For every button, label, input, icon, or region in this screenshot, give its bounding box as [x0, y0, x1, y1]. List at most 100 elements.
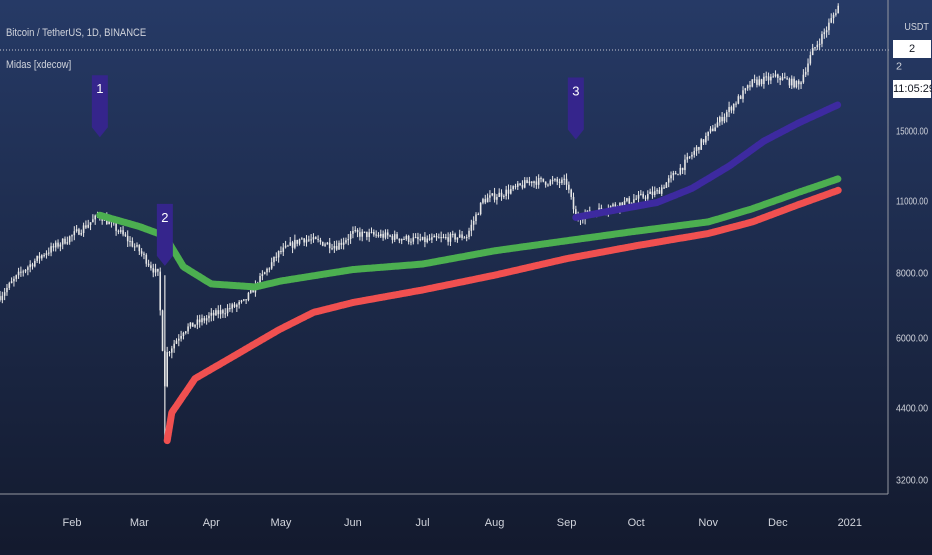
candle-body [816, 44, 819, 48]
candle-body [725, 112, 728, 117]
candle-body [472, 220, 475, 225]
candle-body [396, 234, 398, 239]
candle-body [273, 256, 275, 263]
candle-body [359, 232, 361, 237]
candle-body [175, 340, 178, 344]
candle-body [786, 78, 788, 80]
y-tick-label: 2 [896, 60, 902, 72]
candle-body [393, 234, 396, 240]
candle-body [386, 232, 389, 236]
candle-body [331, 248, 333, 250]
candle-body [126, 235, 129, 242]
candle-body [630, 202, 633, 204]
red-line-start [163, 437, 171, 444]
candle-body [182, 332, 185, 337]
candle-body [679, 167, 682, 175]
candle-body [718, 117, 721, 123]
candle-body [403, 239, 405, 241]
candle-body [389, 235, 391, 237]
candle-body [540, 178, 542, 180]
indicator-title[interactable]: Midas [xdecow] [6, 59, 72, 71]
candle-body [823, 32, 826, 35]
candle-body [693, 150, 696, 155]
candle-body [784, 77, 786, 79]
candle-body [71, 235, 73, 237]
candle-body [674, 173, 677, 175]
candle-body [832, 14, 835, 19]
candle-body [356, 229, 359, 233]
candle-body [533, 181, 535, 184]
candle-body [746, 85, 749, 89]
candle-body [270, 262, 273, 269]
candle-body [89, 222, 92, 225]
anchor-marker-2: 2 [156, 203, 173, 266]
candle-body [349, 233, 352, 239]
candle-body [80, 232, 83, 235]
candle-body [514, 186, 517, 188]
candle-body [814, 47, 816, 49]
candle-body [793, 78, 795, 88]
candle-body [516, 183, 519, 187]
candle-body [87, 224, 90, 228]
candle-body [684, 159, 686, 171]
marker-label: 1 [96, 81, 103, 96]
candle-body [117, 230, 120, 232]
candle-body [781, 77, 784, 81]
marker-flag [567, 77, 584, 140]
candle-body [479, 202, 482, 215]
candle-body [825, 30, 828, 33]
candle-body [512, 186, 514, 190]
candle-body [698, 147, 700, 150]
y-tick-label: 6000.00 [896, 332, 928, 344]
candle-body [777, 74, 779, 78]
x-tick-label: Nov [698, 517, 718, 529]
candle-body [36, 255, 38, 261]
candle-body [3, 292, 6, 296]
candle-body [224, 313, 227, 315]
candle-body [537, 178, 540, 185]
candle-body [217, 310, 220, 315]
candle-body [547, 184, 549, 186]
candle-body [651, 191, 654, 195]
candle-body [519, 183, 521, 185]
symbol-title[interactable]: Bitcoin / TetherUS, 1D, BINANCE [6, 27, 147, 39]
candle-body [68, 236, 71, 243]
candle-body [670, 175, 672, 179]
candle-body [612, 204, 614, 207]
candle-body [660, 187, 663, 194]
candle-body [284, 245, 287, 248]
x-tick-label: Jun [344, 517, 362, 529]
candle-body [280, 250, 282, 252]
currency-label: USDT [904, 22, 929, 33]
candle-body [500, 192, 503, 197]
candle-body [375, 234, 377, 236]
marker-flag [156, 203, 173, 266]
candle-body [210, 312, 213, 316]
candle-body [647, 194, 649, 199]
candle-body [503, 195, 505, 197]
candle-body [266, 268, 268, 273]
candle-body [507, 189, 510, 194]
candle-body [440, 237, 442, 239]
candle-body [27, 267, 29, 270]
candle-body [338, 242, 340, 250]
candle-body [15, 275, 18, 279]
candle-body [31, 264, 34, 267]
candle-body [187, 326, 189, 332]
candle-body [92, 219, 94, 223]
candle-body [400, 239, 403, 241]
candle-body [558, 181, 561, 183]
candle-body [505, 189, 507, 196]
candle-body [333, 246, 336, 249]
candle-body [756, 79, 758, 85]
candle-body [496, 197, 498, 200]
candle-body [435, 235, 438, 238]
candle-body [319, 239, 322, 242]
candle-body [203, 318, 206, 321]
candle-body [760, 79, 763, 85]
candle-body [544, 181, 547, 185]
candle-body [749, 85, 751, 87]
x-tick-label: Sep [557, 517, 577, 529]
